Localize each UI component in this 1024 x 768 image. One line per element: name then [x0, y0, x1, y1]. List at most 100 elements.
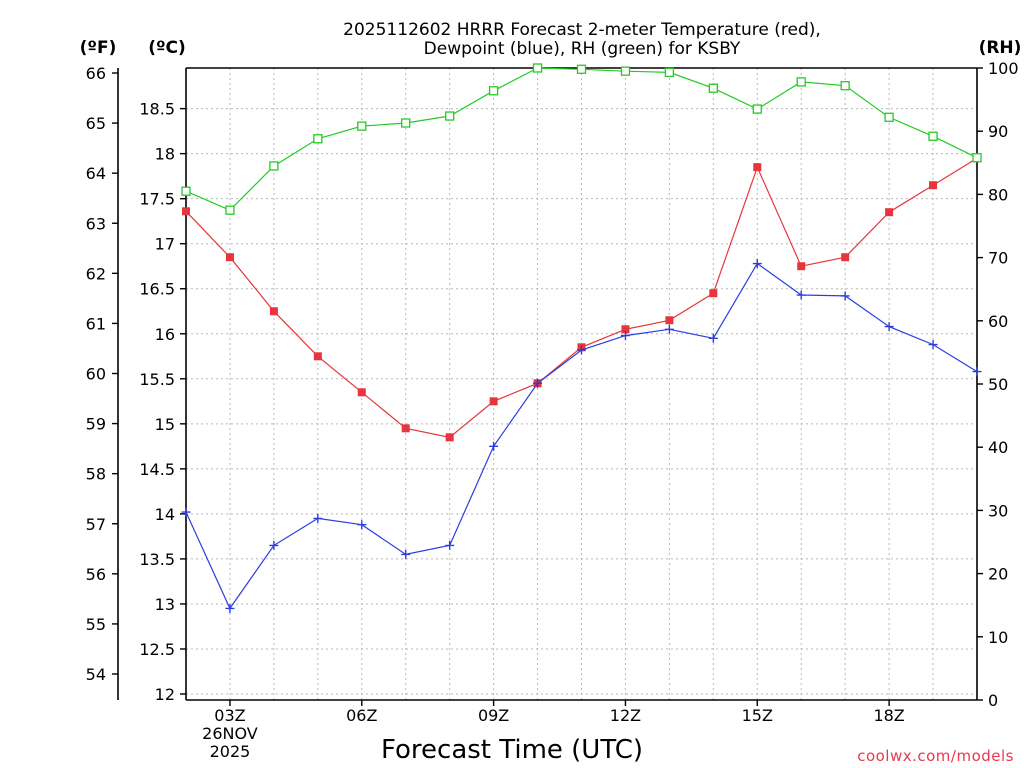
dewpoint-point [225, 603, 235, 613]
rh-point [445, 111, 455, 121]
rh-point [884, 112, 894, 122]
fahrenheit-tick-label: 62 [86, 264, 106, 283]
temperature-point [269, 307, 278, 316]
rh-tick-label: 0 [988, 691, 998, 710]
dewpoint-point [577, 345, 586, 355]
temperature-point [445, 433, 454, 442]
fahrenheit-tick-label: 65 [86, 114, 106, 133]
data-series [181, 63, 982, 613]
celsius-tick-label: 18 [155, 145, 175, 164]
celsius-tick-label: 14 [155, 505, 175, 524]
temperature-point [489, 397, 498, 406]
rh-unit-label: (RH) [979, 38, 1022, 58]
fahrenheit-tick-label: 59 [86, 415, 106, 434]
celsius-tick-label: 15 [155, 415, 175, 434]
x-axis-label: Forecast Time (UTC) [381, 735, 643, 765]
celsius-tick-label: 12 [155, 685, 175, 704]
rh-point [225, 205, 235, 215]
dewpoint-point [884, 322, 894, 332]
rh-tick-label: 40 [988, 438, 1008, 457]
rh-point [576, 64, 587, 74]
rh-point [620, 66, 631, 76]
rh-tick-label: 10 [988, 628, 1008, 647]
fahrenheit-tick-label: 57 [86, 515, 106, 534]
dewpoint-point [313, 513, 323, 523]
grid-lines [186, 68, 977, 700]
celsius-tick-label: 18.5 [139, 100, 175, 119]
dewpoint-point [620, 331, 630, 341]
rh-point [840, 81, 850, 91]
fahrenheit-unit-label: (ºF) [80, 38, 117, 58]
celsius-unit-label: (ºC) [148, 38, 186, 58]
tick-labels: 12 12.5 13 13.5 14 14.5 15 15.5 16 16.5 17 17.5 18 18… [86, 59, 1019, 761]
dewpoint-point [708, 333, 718, 343]
chart-title-line-1: 2025112602 HRRR Forecast 2-meter Tempera… [343, 20, 821, 40]
dewpoint-point [664, 324, 674, 334]
x-tick-label: 12Z [610, 706, 641, 725]
celsius-tick-label: 13 [155, 595, 175, 614]
rh-tick-label: 20 [988, 565, 1008, 584]
fahrenheit-tick-label: 58 [86, 465, 106, 484]
rh-point [357, 121, 367, 131]
rh-point [401, 118, 411, 128]
celsius-tick-label: 12.5 [139, 640, 175, 659]
rh-point [972, 153, 982, 163]
chart-title-line-2: Dewpoint (blue), RH (green) for KSBY [424, 39, 741, 59]
rh-point [752, 104, 762, 114]
dewpoint-point [401, 549, 411, 559]
temperature-point [929, 181, 938, 190]
rh-point [181, 186, 191, 196]
credit-text: coolwx.com/models [857, 747, 1014, 765]
rh-point [488, 86, 499, 96]
rh-tick-label: 90 [988, 122, 1008, 141]
temperature-point [357, 388, 366, 397]
fahrenheit-tick-label: 60 [86, 365, 106, 384]
temperature-series-line [185, 157, 978, 438]
temperature-point [225, 253, 234, 262]
rh-tick-label: 70 [988, 249, 1008, 268]
rh-point [313, 134, 323, 144]
celsius-tick-label: 16 [155, 325, 175, 344]
rh-point [928, 131, 938, 141]
dewpoint-point [752, 259, 762, 269]
dewpoint-point [357, 520, 367, 530]
celsius-tick-label: 17 [155, 235, 175, 254]
dewpoint-point [445, 540, 455, 550]
axes [112, 67, 983, 706]
dewpoint-point [796, 290, 806, 300]
x-tick-label: 09Z [478, 706, 509, 725]
temperature-point [797, 262, 806, 271]
dewpoint-point [269, 540, 279, 550]
x-tick-label: 06Z [346, 706, 377, 725]
fahrenheit-tick-label: 64 [86, 164, 106, 183]
dewpoint-point [533, 378, 543, 388]
rh-point [269, 161, 279, 171]
temperature-point [313, 352, 322, 361]
x-tick-label: 26NOV [202, 724, 258, 743]
dewpoint-point [972, 367, 982, 377]
temperature-point [182, 207, 190, 216]
celsius-tick-label: 16.5 [139, 280, 175, 299]
rh-point [532, 63, 543, 73]
fahrenheit-tick-label: 63 [86, 214, 106, 233]
rh-tick-label: 30 [988, 501, 1008, 520]
fahrenheit-tick-label: 66 [86, 64, 106, 83]
dewpoint-point [489, 441, 499, 451]
rh-point [708, 83, 718, 93]
temperature-point [885, 208, 894, 217]
fahrenheit-tick-label: 55 [86, 615, 106, 634]
fahrenheit-tick-label: 54 [86, 665, 106, 684]
x-tick-label: 03Z [214, 706, 245, 725]
dewpoint-point [928, 340, 938, 350]
dewpoint-series-line [185, 262, 978, 610]
rh-tick-label: 50 [988, 375, 1008, 394]
celsius-tick-label: 17.5 [139, 190, 175, 209]
fahrenheit-tick-label: 61 [86, 314, 106, 333]
rh-point [796, 77, 806, 87]
rh-tick-label: 80 [988, 185, 1008, 204]
celsius-tick-label: 14.5 [139, 460, 175, 479]
temperature-point [753, 163, 762, 172]
celsius-tick-label: 15.5 [139, 370, 175, 389]
temperature-point [841, 253, 850, 262]
